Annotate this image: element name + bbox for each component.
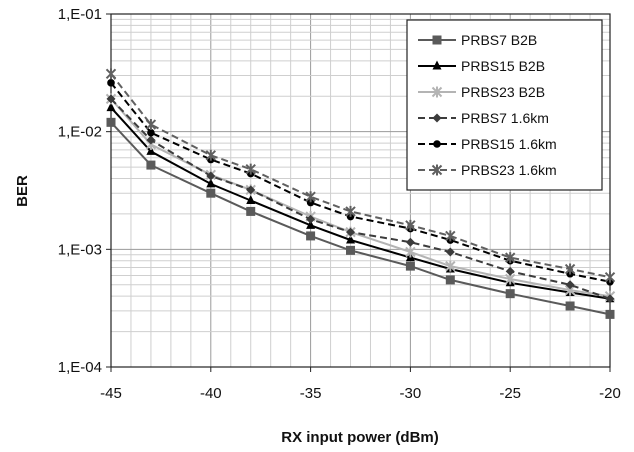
data-point — [146, 145, 156, 155]
data-point — [505, 289, 515, 299]
data-point — [565, 301, 575, 311]
y-tick-label: 1,E-01 — [58, 6, 102, 23]
data-point — [504, 252, 516, 264]
x-tick-label: -35 — [300, 385, 322, 402]
data-point — [445, 247, 455, 257]
legend-item: PRBS15 1.6km — [418, 136, 557, 152]
data-point — [405, 219, 416, 231]
legend-box — [406, 19, 603, 191]
data-point — [306, 231, 316, 241]
legend-label: PRBS7 B2B — [461, 32, 537, 48]
data-point — [505, 266, 515, 276]
series-prbs23-1-6km — [105, 68, 616, 283]
data-point — [146, 135, 156, 145]
legend-marker — [432, 35, 442, 45]
legend-item: PRBS15 B2B — [418, 58, 545, 74]
y-axis-title: BER — [14, 175, 31, 207]
x-axis-ticks: -45 -40 -35 -30 -25 -20 — [100, 367, 621, 402]
data-point — [405, 237, 415, 247]
data-point — [306, 198, 315, 207]
data-point — [146, 160, 156, 170]
data-point — [246, 206, 256, 216]
legend-item: PRBS23 B2B — [418, 84, 545, 100]
data-point — [147, 128, 155, 137]
data-point — [246, 195, 256, 205]
series-prbs7-b2b — [106, 117, 615, 319]
data-point — [346, 234, 356, 244]
x-tick-label: -30 — [400, 385, 422, 402]
legend-label: PRBS15 1.6km — [461, 136, 557, 152]
legend-item: PRBS7 1.6km — [418, 110, 549, 126]
data-point — [206, 171, 216, 181]
y-tick-label: 1,E-03 — [58, 241, 102, 258]
x-tick-label: -20 — [599, 385, 621, 402]
data-point — [106, 102, 116, 112]
data-point — [305, 191, 316, 203]
data-point — [246, 185, 256, 195]
series-layer — [105, 68, 616, 319]
data-point — [105, 68, 117, 80]
data-point — [106, 94, 116, 104]
legend-item: PRBS23 1.6km — [418, 162, 557, 178]
data-point — [106, 117, 116, 127]
data-point — [206, 188, 216, 198]
y-axis-ticks: 1,E-04 1,E-03 1,E-02 1,E-01 — [58, 6, 111, 376]
data-point — [445, 275, 455, 285]
data-point — [405, 246, 416, 258]
data-point — [605, 309, 615, 319]
data-point — [445, 260, 456, 272]
data-point — [445, 230, 456, 242]
data-point — [565, 280, 575, 290]
series-prbs7-1-6km — [106, 94, 615, 304]
y-tick-label: 1,E-04 — [58, 359, 102, 376]
legend-label: PRBS15 B2B — [461, 58, 545, 74]
data-point — [107, 79, 115, 87]
legend-marker — [431, 164, 443, 176]
y-tick-label: 1,E-02 — [58, 124, 102, 141]
data-point — [245, 163, 256, 175]
data-point — [206, 178, 216, 188]
x-tick-label: -45 — [100, 385, 122, 402]
data-point — [306, 214, 316, 224]
x-tick-label: -40 — [200, 385, 222, 402]
data-point — [604, 271, 616, 283]
data-point — [346, 227, 356, 237]
data-point — [564, 263, 576, 275]
data-point — [145, 119, 157, 131]
data-point — [345, 205, 356, 217]
legend: PRBS7 B2B PRBS15 B2B PRBS23 B2B PRBS7 1.6km… — [406, 19, 603, 191]
data-point — [306, 219, 316, 229]
data-point — [605, 294, 615, 304]
legend-marker — [432, 60, 442, 70]
data-point — [205, 149, 217, 161]
legend-marker — [432, 113, 442, 123]
x-axis-title: RX input power (dBm) — [281, 429, 439, 446]
legend-item: PRBS7 B2B — [418, 32, 537, 48]
x-tick-label: -25 — [499, 385, 521, 402]
data-point — [405, 261, 415, 271]
data-point — [346, 245, 356, 255]
plot-area — [110, 13, 611, 368]
legend-label: PRBS7 1.6km — [461, 110, 549, 126]
legend-label: PRBS23 1.6km — [461, 162, 557, 178]
legend-marker — [431, 86, 443, 98]
legend-label: PRBS23 B2B — [461, 84, 545, 100]
legend-marker — [433, 140, 441, 148]
